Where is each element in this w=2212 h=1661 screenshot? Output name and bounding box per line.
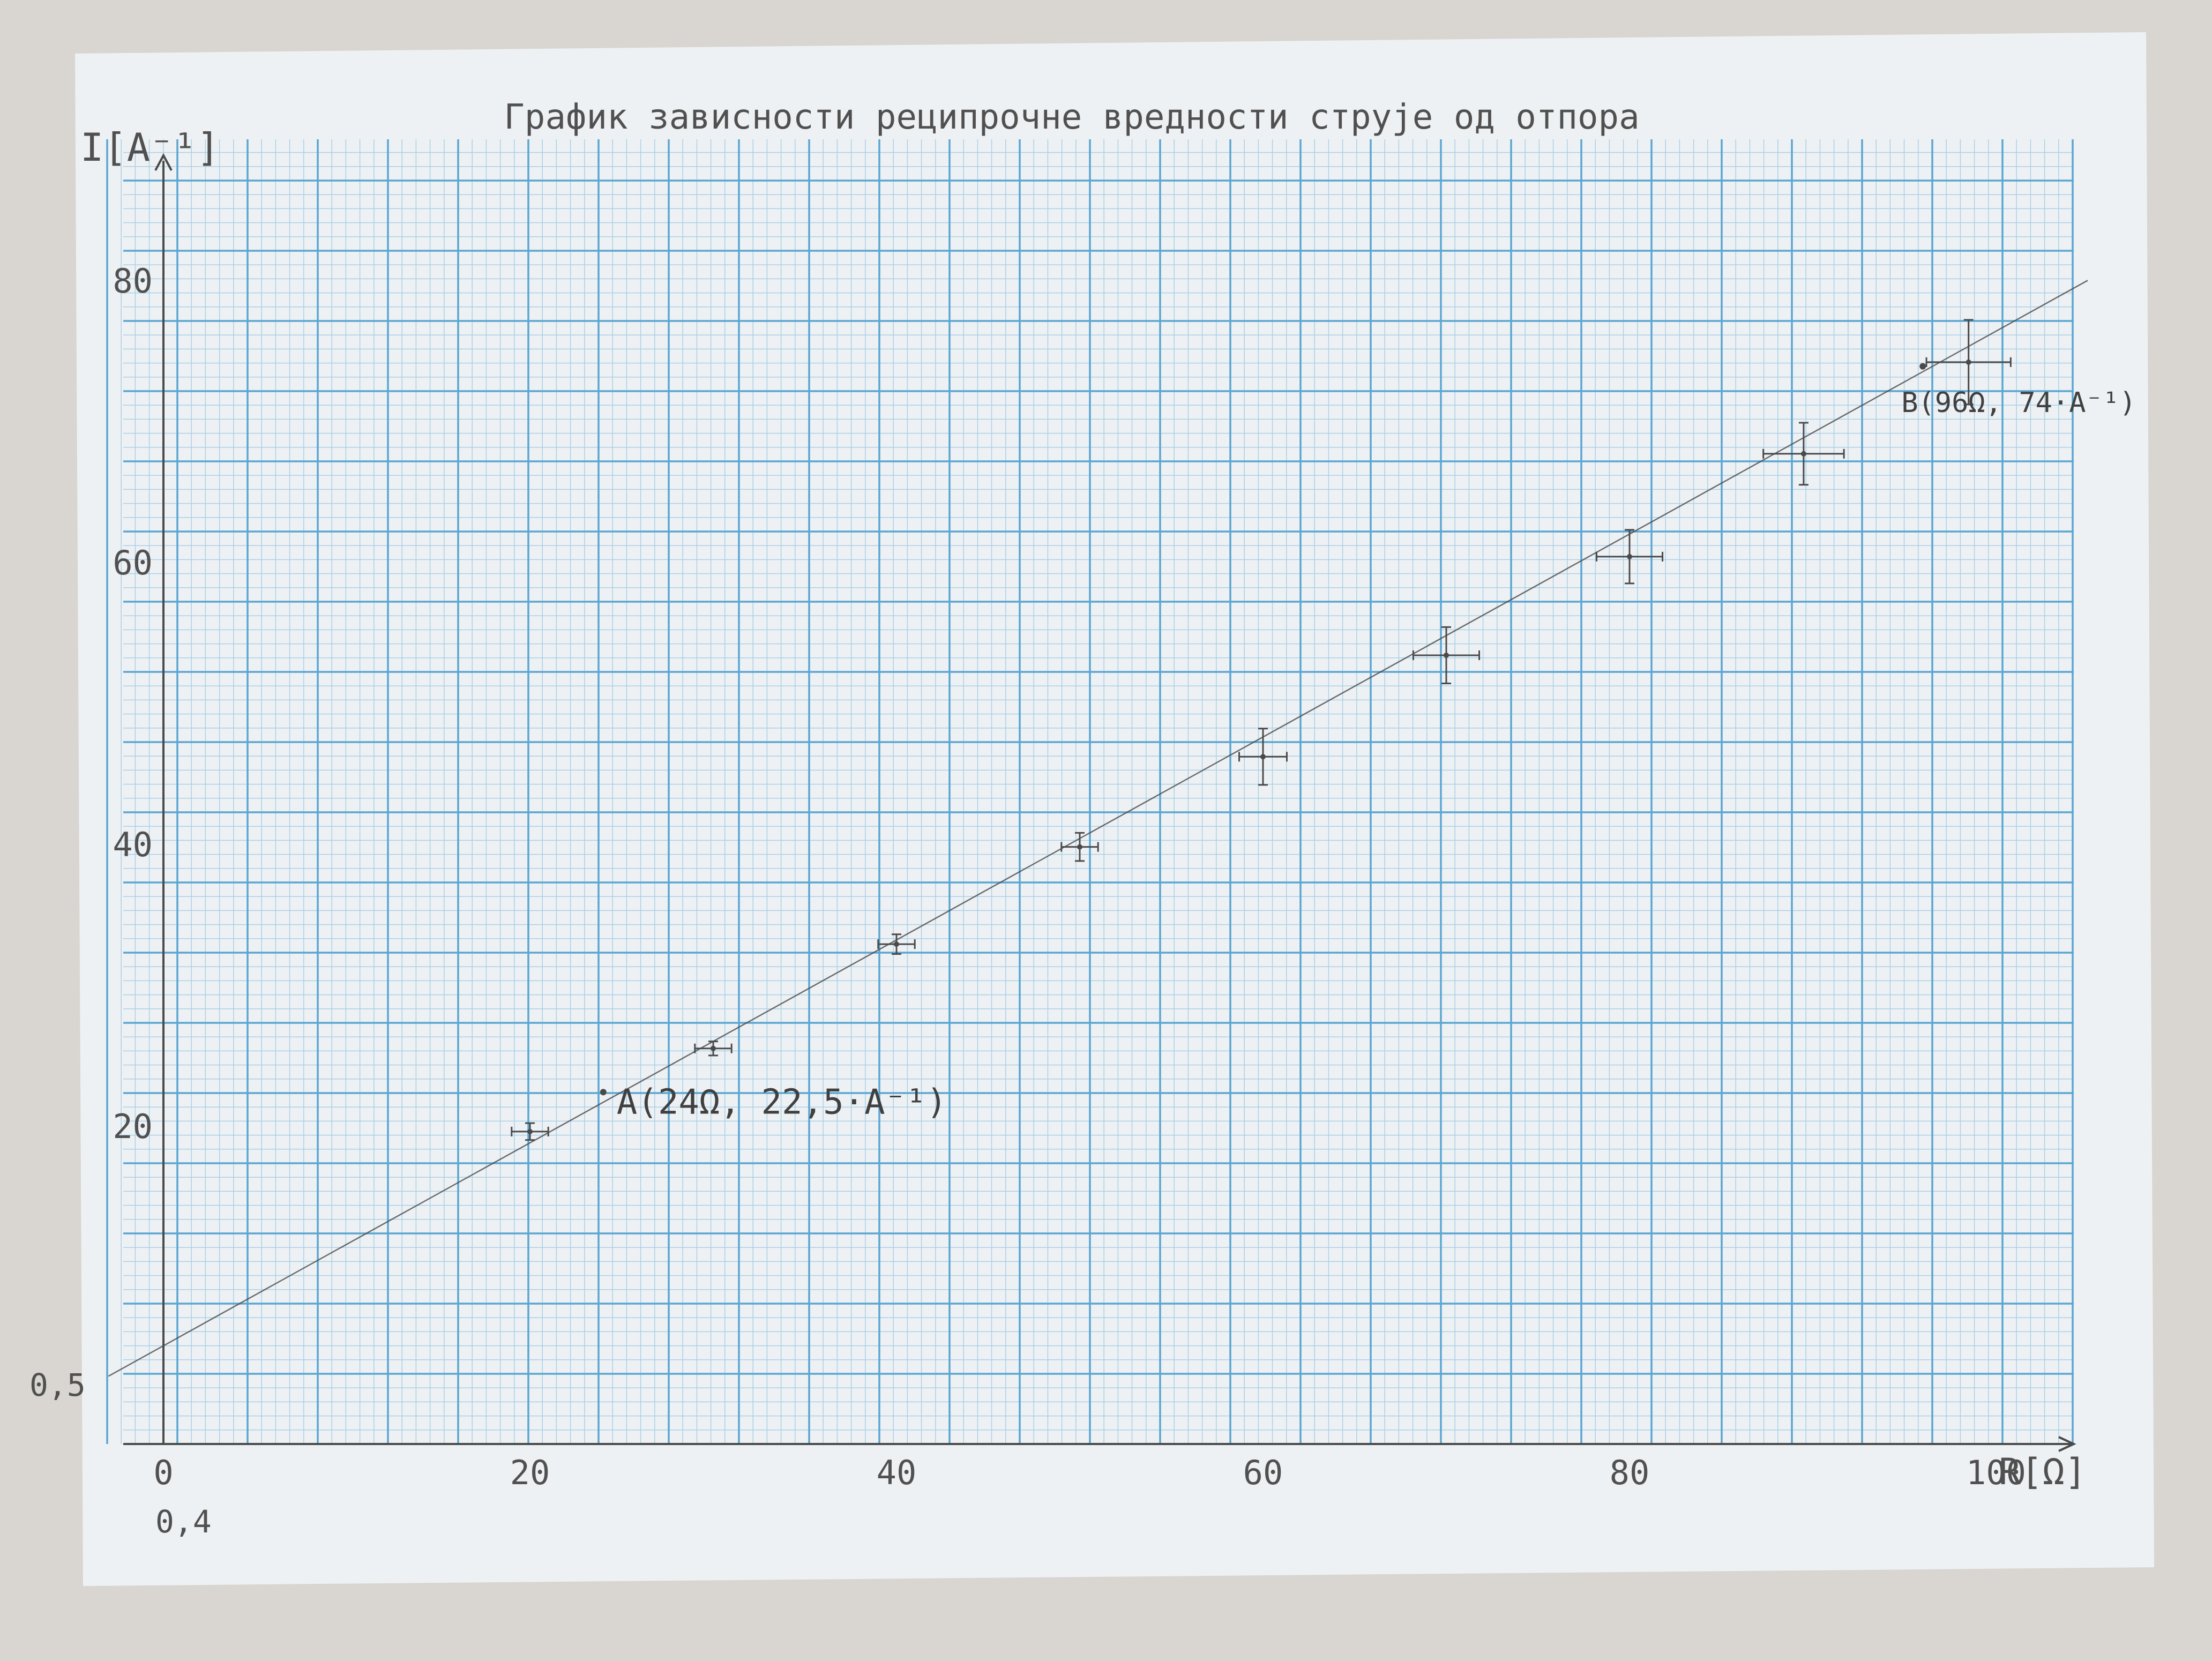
- data-point: [1238, 728, 1288, 786]
- annotation-marker: [600, 1089, 607, 1096]
- x-axis-label: R[Ω]: [1999, 1451, 2087, 1493]
- point-marker: [1077, 844, 1082, 850]
- point-marker: [894, 941, 899, 947]
- x-tick-label: 60: [1243, 1453, 1283, 1492]
- point-marker: [1966, 359, 1971, 365]
- x-tick-label: 0: [153, 1453, 173, 1492]
- y-origin-label: 0,5: [29, 1367, 86, 1403]
- data-point: [877, 933, 916, 955]
- point-marker: [711, 1045, 716, 1051]
- x-tick-label: 80: [1610, 1453, 1650, 1492]
- y-tick-label: 20: [113, 1107, 153, 1146]
- point-marker: [1444, 652, 1449, 658]
- x-tick-label: 40: [877, 1453, 917, 1492]
- axes: [123, 153, 2076, 1452]
- data-point: [694, 1041, 733, 1057]
- data-point: [511, 1122, 549, 1141]
- data-point: [1595, 529, 1664, 585]
- data-point: [1412, 626, 1481, 685]
- point-marker: [1800, 451, 1806, 457]
- y-tick-label: 40: [113, 825, 153, 864]
- y-axis-label: I[A⁻¹]: [80, 125, 220, 170]
- grid-major: [106, 139, 2074, 1445]
- annotation-marker: [1919, 363, 1926, 370]
- point-marker: [1627, 553, 1632, 559]
- fit-line-group: [108, 280, 2088, 1377]
- tick-labels: 0 20 40 60 80 100 20 40 60 80: [113, 261, 2026, 1492]
- annotation-label: A(24Ω, 22,5·A⁻¹): [617, 1082, 947, 1122]
- point-marker: [1260, 754, 1266, 760]
- x-origin-label: 0,4: [155, 1503, 212, 1540]
- error-bars: [511, 319, 2012, 1141]
- y-tick-label: 80: [113, 261, 153, 301]
- point-marker: [527, 1128, 533, 1134]
- paper-sheet: [75, 32, 2154, 1586]
- data-point: [1925, 319, 2012, 406]
- annotation-label: B(96Ω, 74·A⁻¹): [1901, 387, 2136, 419]
- fit-line: [108, 280, 2088, 1377]
- x-tick-label: 100: [1966, 1453, 2026, 1492]
- annotations: A(24Ω, 22,5·A⁻¹) B(96Ω, 74·A⁻¹): [600, 363, 2136, 1122]
- y-tick-label: 60: [113, 543, 153, 582]
- x-axis-arrow-icon: [2058, 1436, 2076, 1452]
- data-point: [1060, 832, 1099, 862]
- x-tick-label: 20: [510, 1453, 550, 1492]
- data-point: [1762, 422, 1845, 486]
- chart-title: График зависности реципрочне вредности с…: [504, 98, 1639, 137]
- y-axis-arrow-icon: [154, 153, 173, 171]
